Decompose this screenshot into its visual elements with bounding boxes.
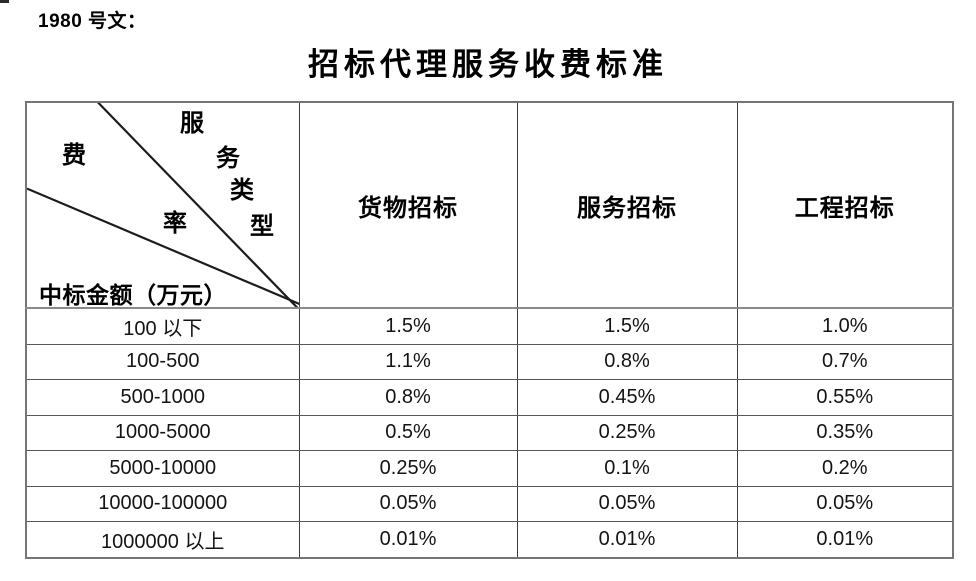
corner-fee-char-1: 费 — [62, 143, 86, 169]
rate-cell: 0.05% — [298, 485, 518, 522]
rate-cell: 0.25% — [298, 450, 518, 487]
rate-cell: 0.5% — [298, 414, 518, 451]
amount-range-cell: 500-1000 — [25, 379, 300, 416]
amount-range-cell: 100-500 — [25, 343, 300, 380]
diagonal-divider-lines — [27, 103, 298, 306]
corner-type-char-2: 务 — [216, 146, 240, 172]
rate-cell: 0.8% — [298, 379, 518, 416]
column-header-works: 工程招标 — [736, 101, 954, 309]
table-row: 500-1000 0.8% 0.45% 0.55% — [25, 379, 954, 416]
fee-table: 服 务 类 型 费 率 中标金额（万元） 货物招标 服务招标 工程招标 100 … — [25, 101, 954, 559]
amount-range-cell: 5000-10000 — [25, 450, 300, 487]
row-axis-label: 中标金额（万元） — [39, 283, 227, 308]
rate-cell: 0.8% — [516, 343, 738, 380]
rate-cell: 0.45% — [516, 379, 738, 416]
amount-range-cell: 1000-5000 — [25, 414, 300, 451]
rate-cell: 0.01% — [298, 521, 518, 558]
rate-cell: 1.5% — [298, 307, 518, 345]
rate-cell: 0.1% — [516, 450, 738, 487]
rate-cell: 0.05% — [516, 485, 738, 522]
header-row: 服 务 类 型 费 率 中标金额（万元） 货物招标 服务招标 工程招标 — [25, 101, 954, 309]
rate-cell: 0.25% — [516, 414, 738, 451]
corner-type-char-1: 服 — [180, 111, 204, 137]
table-row: 100-500 1.1% 0.8% 0.7% — [25, 343, 954, 380]
rate-cell: 0.7% — [736, 343, 954, 380]
table-row: 10000-100000 0.05% 0.05% 0.05% — [25, 485, 954, 522]
doc-reference-number: 1980 号文： — [38, 11, 147, 32]
amount-range-cell: 10000-100000 — [25, 485, 300, 522]
rate-cell: 0.2% — [736, 450, 954, 487]
scan-artifact-dash — [0, 0, 9, 3]
corner-type-char-3: 类 — [230, 178, 254, 204]
table-row: 100 以下 1.5% 1.5% 1.0% — [25, 307, 954, 345]
column-header-services: 服务招标 — [516, 101, 738, 309]
table-row: 5000-10000 0.25% 0.1% 0.2% — [25, 450, 954, 487]
amount-range-cell: 1000000 以上 — [25, 521, 300, 558]
corner-type-char-4: 型 — [250, 214, 274, 240]
rate-cell: 1.5% — [516, 307, 738, 345]
table-row: 1000-5000 0.5% 0.25% 0.35% — [25, 414, 954, 451]
rate-cell: 0.01% — [516, 521, 738, 558]
page-title: 招标代理服务收费标准 — [308, 47, 668, 82]
rate-cell: 0.55% — [736, 379, 954, 416]
rate-cell: 0.05% — [736, 485, 954, 522]
rate-cell: 1.1% — [298, 343, 518, 380]
corner-fee-char-2: 率 — [163, 211, 187, 237]
amount-range-cell: 100 以下 — [25, 307, 300, 345]
rate-cell: 1.0% — [736, 307, 954, 345]
rate-cell: 0.01% — [736, 521, 954, 558]
rate-cell: 0.35% — [736, 414, 954, 451]
column-header-goods: 货物招标 — [298, 101, 518, 309]
corner-header-cell: 服 务 类 型 费 率 中标金额（万元） — [25, 101, 300, 309]
table-row: 1000000 以上 0.01% 0.01% 0.01% — [25, 521, 954, 558]
